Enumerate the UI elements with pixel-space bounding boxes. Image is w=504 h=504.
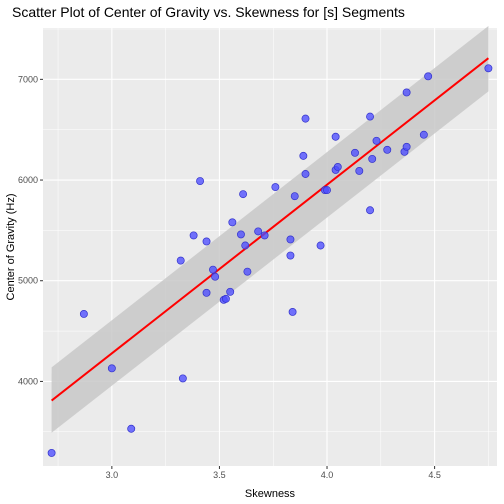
data-point [419, 130, 428, 139]
data-point [209, 265, 217, 274]
regression-line [50, 57, 490, 402]
data-point [239, 190, 248, 199]
data-point [301, 170, 310, 178]
data-point [331, 132, 340, 141]
data-point [241, 241, 250, 250]
data-point [402, 142, 411, 151]
data-point [299, 151, 308, 160]
data-point [286, 251, 295, 260]
data-point [424, 72, 433, 81]
data-point [333, 163, 342, 171]
data-point [189, 231, 198, 240]
data-point [202, 237, 211, 246]
data-point [226, 287, 235, 296]
data-point [254, 227, 263, 236]
data-point [202, 288, 211, 297]
x-tick-label: 4.0 [321, 470, 334, 480]
data-point [107, 364, 116, 373]
data-point [383, 145, 392, 154]
data-point [79, 310, 88, 318]
data-point [228, 218, 237, 227]
data-point [260, 231, 269, 240]
x-tick-label: 4.5 [428, 470, 441, 480]
y-tick-label: 7000 [18, 74, 38, 84]
data-point [237, 230, 245, 239]
data-point [366, 206, 375, 215]
chart-title: Scatter Plot of Center of Gravity vs. Sk… [12, 4, 405, 20]
data-point [290, 192, 299, 201]
data-point [351, 148, 359, 157]
x-tick-label: 3.5 [213, 470, 226, 480]
x-axis-ticks: 3.0 3.5 4.0 4.5 [106, 466, 441, 480]
data-point [323, 186, 331, 195]
data-point [178, 374, 187, 383]
y-tick-label: 5000 [18, 276, 38, 286]
data-point [368, 154, 377, 163]
data-point [221, 294, 230, 303]
data-point [286, 235, 295, 244]
data-point [301, 114, 310, 123]
y-tick-label: 4000 [18, 376, 38, 386]
data-point [402, 88, 411, 97]
data-point [271, 183, 280, 192]
data-point [127, 424, 136, 433]
data-point [243, 267, 252, 276]
y-axis-ticks: 4000 5000 6000 7000 [18, 74, 43, 386]
data-point [288, 307, 297, 316]
x-tick-label: 3.0 [106, 470, 119, 480]
y-tick-label: 6000 [18, 175, 38, 185]
data-point [355, 167, 364, 175]
data-points [47, 64, 493, 457]
data-point [176, 256, 185, 265]
data-point [316, 241, 325, 250]
data-point [211, 272, 220, 281]
y-axis-label: Center of Gravity (Hz) [5, 194, 17, 301]
data-point [196, 177, 205, 185]
data-point [47, 448, 56, 457]
x-axis-label: Skewness [245, 488, 296, 500]
data-point [372, 136, 381, 145]
data-point [366, 112, 375, 121]
data-point [484, 64, 493, 73]
